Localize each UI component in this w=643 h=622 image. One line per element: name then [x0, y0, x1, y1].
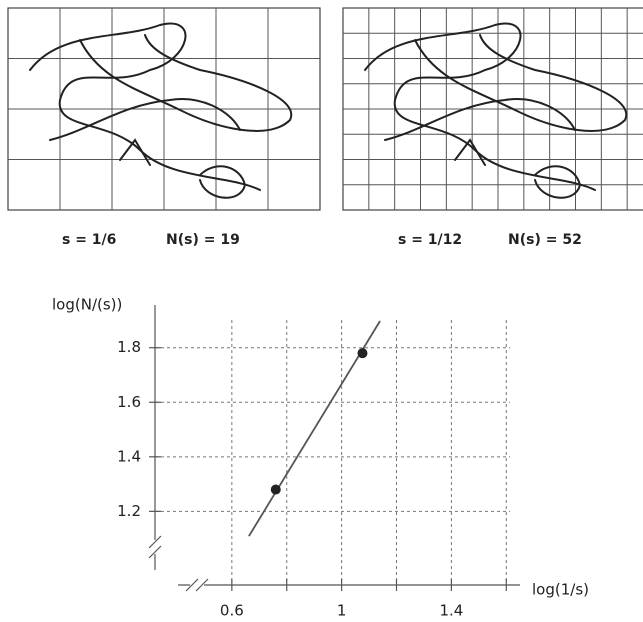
y-tick-label: 1.6: [117, 393, 141, 411]
count-caption: N(s) = 52: [508, 232, 582, 248]
count-caption: N(s) = 19: [166, 232, 240, 248]
y-tick-label: 1.8: [117, 338, 141, 356]
x-axis: [178, 578, 520, 592]
x-tick-label: 1: [337, 602, 347, 620]
y-tick-label: 1.4: [117, 447, 141, 465]
scribble: [364, 22, 596, 191]
chart: 0.6 1 1.4 1.2 1.4 1.6 1.8 log(N/(s)) log(1/s): [52, 296, 589, 620]
scribble: [414, 34, 628, 132]
scale-caption: s = 1/6: [62, 232, 116, 248]
y-axis: [148, 305, 162, 570]
scribble: [384, 98, 582, 199]
scribble: [49, 98, 247, 199]
scribble: [79, 34, 293, 132]
scribble: [29, 22, 261, 191]
y-axis-label: log(N/(s)): [52, 296, 122, 314]
fit-line: [248, 320, 381, 537]
y-tick-label: 1.2: [117, 502, 141, 520]
scale-caption: s = 1/12: [398, 232, 462, 248]
x-tick-label: 0.6: [220, 602, 244, 620]
data-point: [270, 484, 281, 495]
x-axis-label: log(1/s): [532, 581, 589, 599]
x-tick-label: 1.4: [439, 602, 463, 620]
grid-panels: s = 1/6 N(s) = 19 s = 1/12 N(s) = 52: [7, 7, 643, 248]
sketch: [29, 22, 628, 199]
data-point: [357, 348, 368, 359]
